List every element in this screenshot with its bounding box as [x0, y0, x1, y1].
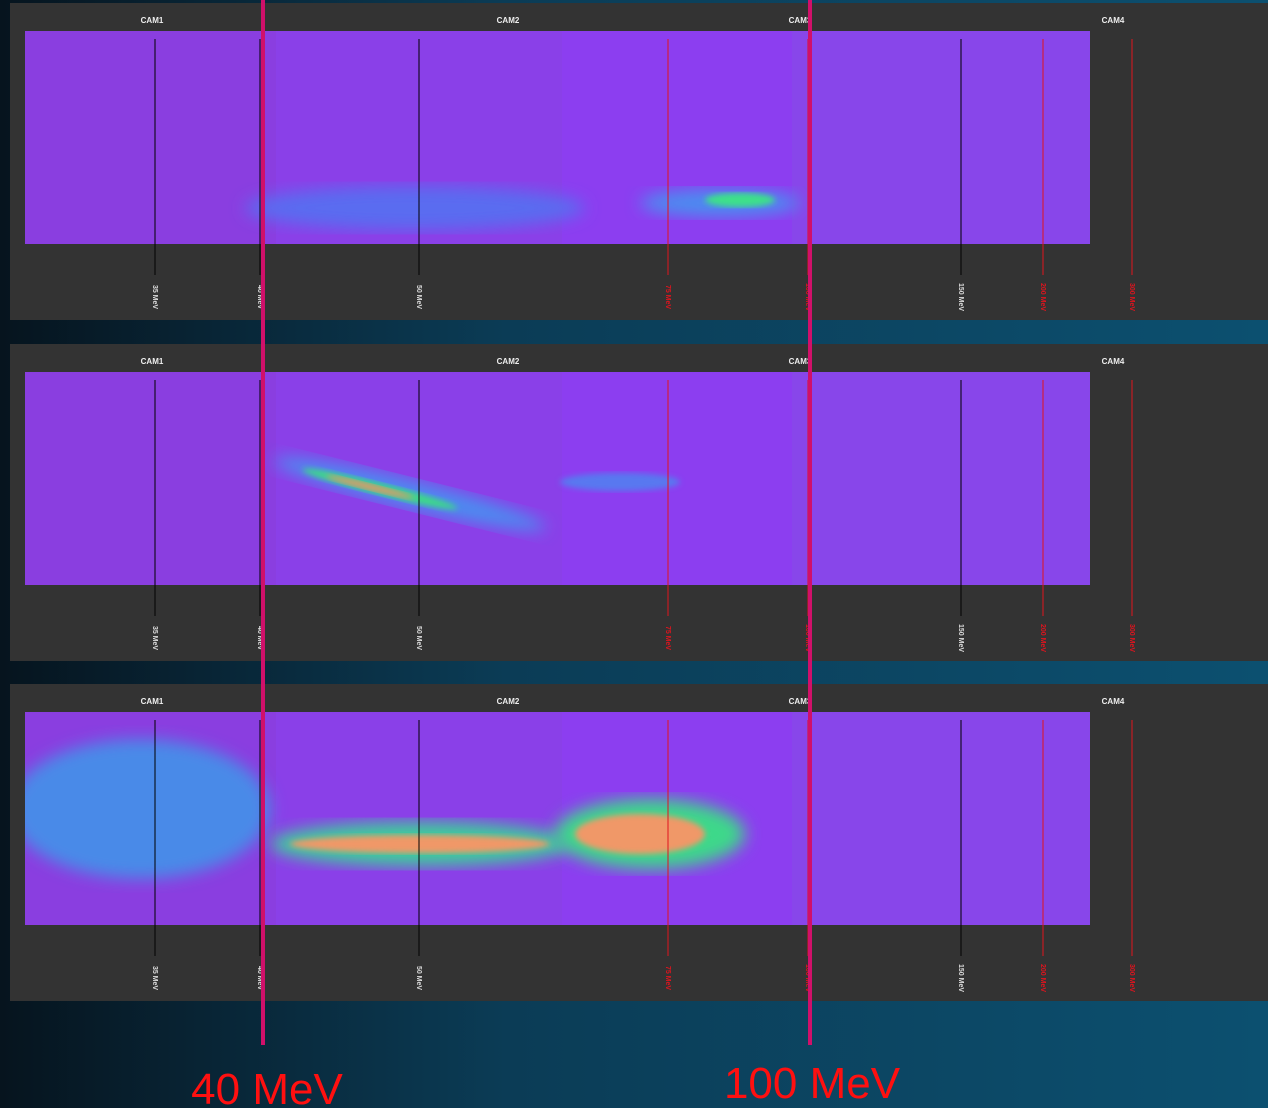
- beam: [25, 739, 270, 879]
- energy-marker-label: 300 MeV: [1128, 964, 1135, 992]
- energy-marker-label: 150 MeV: [957, 624, 964, 652]
- energy-annotation: 100 MeV: [724, 1059, 901, 1108]
- camera-label: CAM2: [497, 16, 520, 25]
- energy-marker-label: 75 MeV: [664, 285, 671, 309]
- camera-segment: [792, 372, 1090, 585]
- camera-label: CAM4: [1102, 16, 1125, 25]
- camera-label: CAM4: [1102, 697, 1125, 706]
- camera-label: CAM1: [141, 697, 164, 706]
- camera-label: CAM4: [1102, 357, 1125, 366]
- energy-marker-label: 35 MeV: [151, 626, 158, 650]
- energy-marker-label: 50 MeV: [415, 966, 422, 990]
- energy-annotation: 40 MeV: [191, 1065, 343, 1108]
- beam: [290, 835, 550, 853]
- beam: [326, 475, 414, 499]
- camera-label: CAM1: [141, 357, 164, 366]
- camera-label: CAM3: [789, 697, 812, 706]
- energy-marker-label: 100 MeV: [804, 624, 811, 652]
- energy-marker-label: 300 MeV: [1128, 624, 1135, 652]
- beam-signal: [245, 186, 800, 230]
- camera-label: CAM1: [141, 16, 164, 25]
- camera-image: [25, 372, 1090, 585]
- energy-marker-label: 50 MeV: [415, 285, 422, 309]
- energy-marker-label: 40 MeV: [256, 966, 263, 990]
- energy-marker-label: 200 MeV: [1039, 964, 1046, 992]
- energy-marker-label: 300 MeV: [1128, 283, 1135, 311]
- beam: [245, 186, 585, 230]
- energy-marker-label: 35 MeV: [151, 966, 158, 990]
- camera-label: CAM2: [497, 697, 520, 706]
- beam: [705, 193, 775, 207]
- spectrometer-panel: CAM1 CAM2 CAM3 CAM4 35 MeV 40 MeV 50 MeV 75 MeV…: [10, 684, 1268, 1001]
- beam: [560, 473, 680, 491]
- energy-marker-label: 35 MeV: [151, 285, 158, 309]
- spectrometer-panel: CAM1 CAM2 CAM3 CAM4 35 MeV 40 MeV 50 MeV 75 MeV…: [10, 3, 1268, 320]
- camera-label: CAM2: [497, 357, 520, 366]
- energy-marker-label: 40 MeV: [256, 626, 263, 650]
- beam-signal: [25, 739, 745, 879]
- spectrometer-panel: CAM1 CAM2 CAM3 CAM4 35 MeV 40 MeV 50 MeV 75 MeV…: [10, 344, 1268, 661]
- energy-marker-label: 75 MeV: [664, 626, 671, 650]
- camera-label: CAM3: [789, 357, 812, 366]
- energy-marker-label: 75 MeV: [664, 966, 671, 990]
- energy-marker-label: 50 MeV: [415, 626, 422, 650]
- energy-marker-label: 150 MeV: [957, 964, 964, 992]
- energy-marker-label: 200 MeV: [1039, 283, 1046, 311]
- camera-segment: [25, 372, 276, 585]
- camera-label: CAM3: [789, 16, 812, 25]
- camera-segment: [792, 712, 1090, 925]
- beam: [575, 814, 705, 854]
- camera-segment: [25, 31, 276, 244]
- energy-marker-label: 100 MeV: [804, 283, 811, 311]
- energy-marker-label: 150 MeV: [957, 283, 964, 311]
- energy-marker-label: 100 MeV: [804, 964, 811, 992]
- energy-marker-label: 40 MeV: [256, 285, 263, 309]
- energy-marker-label: 200 MeV: [1039, 624, 1046, 652]
- camera-segment: [792, 31, 1090, 244]
